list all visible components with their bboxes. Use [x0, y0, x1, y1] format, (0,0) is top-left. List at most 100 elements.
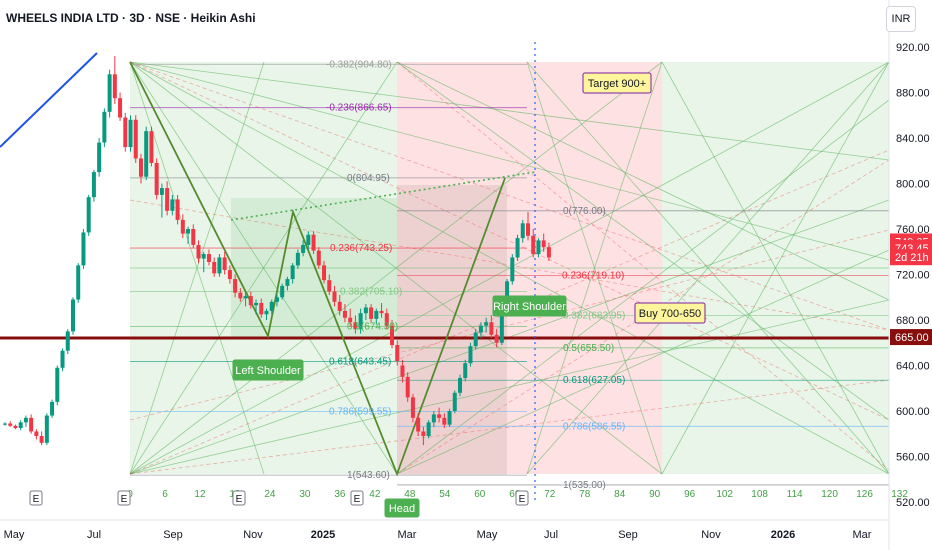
candle-body: [50, 401, 55, 416]
currency-selector[interactable]: INR: [886, 6, 916, 32]
fan-line: [129, 229, 889, 421]
annotation-box: [232, 359, 304, 381]
fib-label-right: 0.382(683.95): [563, 311, 625, 322]
candle-body: [201, 254, 206, 259]
candle-body: [97, 142, 102, 173]
candle-body: [86, 197, 91, 233]
y-tick-label: 800.00: [896, 179, 930, 191]
candle-body: [175, 199, 180, 220]
fib-label-left: -0.382(904.80): [326, 59, 392, 70]
candle-body: [395, 345, 400, 361]
candle-body: [238, 292, 243, 299]
neckline: [230, 171, 536, 221]
y-tick-label: 760.00: [896, 224, 930, 236]
candle-body: [458, 378, 463, 393]
fib-label-right: 0(776.00): [563, 206, 606, 217]
candle-body: [264, 310, 269, 315]
bar-count-label: 72: [544, 489, 556, 500]
price-tag-label: 2d 21h: [895, 252, 929, 264]
earnings-marker-label: E: [236, 494, 243, 505]
candle-body: [301, 244, 306, 253]
bar-count-label: 54: [439, 489, 451, 500]
candle-body: [170, 199, 175, 211]
x-tick-label: Jul: [544, 529, 558, 541]
candle-body: [306, 234, 311, 245]
y-tick-label: 880.00: [896, 88, 930, 100]
candle-body: [447, 411, 452, 425]
candle-body: [18, 422, 23, 429]
y-tick-label: 720.00: [896, 270, 930, 282]
bar-count-label: 114: [787, 489, 803, 500]
annotation-label: Target 900+: [588, 78, 646, 90]
bar-count-label: 102: [716, 489, 733, 500]
bar-count-label: 42: [369, 489, 381, 500]
candle-body: [133, 119, 138, 159]
fib-label-left: 1(543.60): [347, 470, 390, 481]
candle-body: [499, 310, 504, 343]
price-tag-label: 665.00: [895, 332, 929, 344]
fib-label-right: 0.618(627.05): [563, 375, 625, 386]
fan-line: [129, 61, 889, 331]
earnings-marker-label: E: [354, 494, 361, 505]
candle-body: [180, 219, 185, 234]
candle-body: [421, 431, 426, 437]
annotation-label: Buy 700-650: [639, 308, 701, 320]
fan-line: [129, 61, 889, 161]
candle-body: [212, 261, 217, 274]
fan-line: [396, 61, 889, 421]
annotation-label: Left Shoulder: [235, 365, 301, 377]
candle-body: [484, 322, 489, 326]
y-tick-label: 520.00: [896, 497, 930, 509]
earnings-marker: [29, 490, 43, 506]
x-tick-label: May: [4, 529, 25, 541]
candle-body: [274, 297, 279, 302]
x-tick-label: 2025: [311, 529, 335, 541]
fan-line: [129, 61, 889, 261]
candle-body: [154, 163, 159, 195]
candle-body: [81, 232, 86, 266]
bar-count-label: 30: [299, 489, 311, 500]
annotation-label: Right Shoulder: [493, 301, 566, 313]
candle-body: [295, 252, 300, 266]
bar-count-label: 84: [614, 489, 626, 500]
bar-count-label: 126: [856, 489, 873, 500]
candle-body: [468, 346, 473, 364]
y-tick-label: 640.00: [896, 361, 930, 373]
candle-body: [531, 235, 536, 255]
candle-body: [149, 131, 154, 164]
candle-body: [280, 285, 285, 298]
candle-body: [374, 310, 379, 319]
candle-body: [227, 269, 232, 280]
candle-body: [102, 111, 107, 143]
fib-label-left: -0.236(866.65): [326, 103, 392, 114]
fan-line: [129, 299, 889, 475]
candle-body: [186, 229, 191, 234]
candle-body: [65, 331, 70, 351]
fib-label-right: 0.236(719.10): [562, 271, 624, 282]
candle-body: [118, 98, 123, 118]
candle-body: [138, 158, 143, 177]
candle-body: [452, 392, 457, 411]
fan-line: [129, 149, 889, 475]
y-tick-label: 680.00: [896, 315, 930, 327]
x-tick-label: Nov: [243, 529, 263, 541]
candle-body: [379, 310, 384, 314]
earnings-marker: [350, 490, 364, 506]
annotation-box: [582, 72, 652, 94]
x-tick-label: Mar: [853, 529, 872, 541]
x-tick-label: Jul: [87, 529, 101, 541]
candle-body: [70, 299, 75, 332]
fan-line: [526, 61, 663, 475]
candle-body: [489, 322, 494, 335]
fib-label-right: 1(535.00): [563, 480, 606, 491]
candle-body: [269, 301, 274, 311]
fan-line: [396, 61, 889, 471]
candle-body: [44, 415, 49, 443]
candle-body: [520, 223, 525, 239]
earnings-marker-label: E: [519, 494, 526, 505]
candle-body: [191, 229, 196, 245]
chart-title: WHEELS INDIA LTD · 3D · NSE · Heikin Ash…: [6, 11, 256, 25]
bar-count-label: 36: [334, 489, 346, 500]
x-tick-label: Nov: [701, 529, 721, 541]
